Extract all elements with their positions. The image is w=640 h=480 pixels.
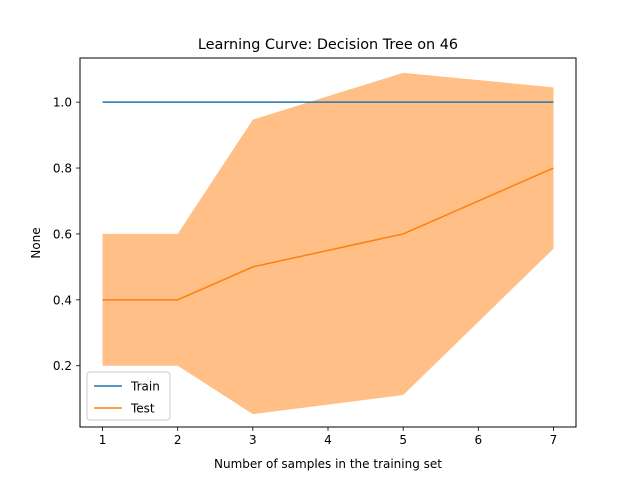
series-line-test [102,167,554,301]
y-tick-label: 1.0 [53,96,72,110]
y-tick-label: 0.4 [53,293,72,307]
legend-label-train: Train [130,380,160,394]
x-tick-label: 6 [474,433,482,447]
x-tick-label: 3 [249,433,257,447]
legend: Train Test [86,371,171,421]
x-axis-label: Number of samples in the training set [214,457,442,471]
y-tick-label: 0.2 [53,359,72,373]
x-tick-label: 4 [324,433,332,447]
x-tick-label: 2 [174,433,182,447]
x-tick-label: 1 [99,433,107,447]
chart-title: Learning Curve: Decision Tree on 46 [198,37,458,53]
x-tick-label: 7 [550,433,558,447]
y-axis-label: None [29,227,43,258]
y-tick-label: 0.8 [53,162,72,176]
legend-label-test: Test [130,402,155,416]
y-tick-label: 0.6 [53,227,72,241]
series-band-test [102,72,554,415]
x-tick-label: 5 [399,433,407,447]
